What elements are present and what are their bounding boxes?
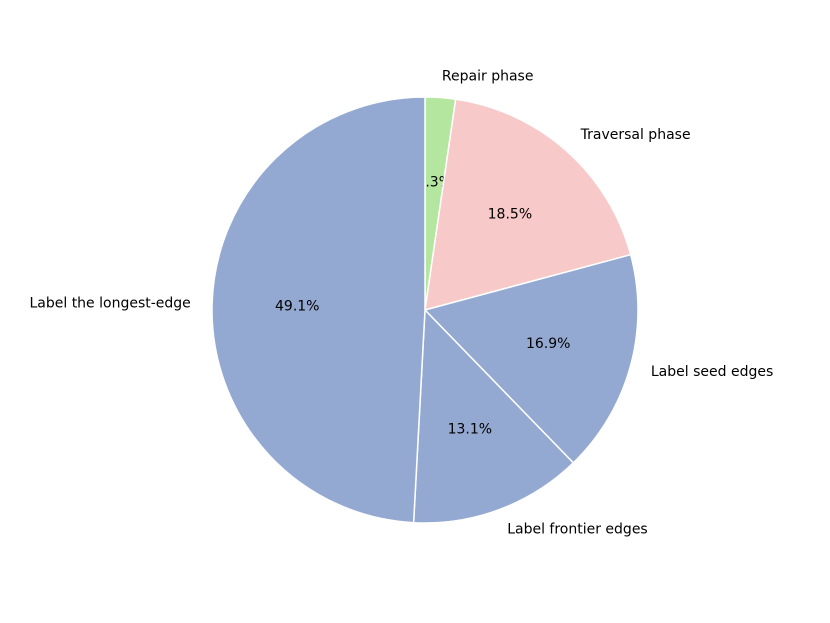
value-label: 49.1% <box>275 299 319 315</box>
value-label: 16.9% <box>526 336 570 352</box>
slice-label: Label the longest-edge <box>29 296 190 312</box>
slice-label: Traversal phase <box>580 127 691 143</box>
slice-label: Label frontier edges <box>507 521 648 537</box>
pie-slice <box>412 308 575 524</box>
value-label: 13.1% <box>448 422 492 438</box>
slice-label: Label seed edges <box>651 364 773 380</box>
pie-slice <box>423 253 639 464</box>
slice-label: Repair phase <box>442 68 534 84</box>
pie-slice <box>424 98 632 312</box>
pie-slice <box>211 96 426 524</box>
value-label: 18.5% <box>488 206 532 222</box>
